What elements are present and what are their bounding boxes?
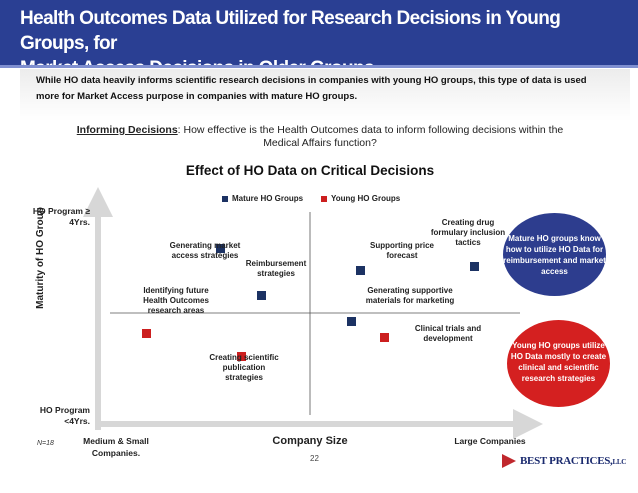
x-axis-title: Company Size xyxy=(272,435,348,447)
best-practices-logo: BEST PRACTICES,LLC xyxy=(502,452,632,470)
point-mature-formulary xyxy=(470,262,480,272)
point-mature-market-access xyxy=(216,244,226,254)
callout-mature-text: Mature HO groups know how to utilize HO … xyxy=(503,234,606,276)
page-number: 22 xyxy=(310,454,319,463)
callout-mature: Mature HO groups know how to utilize HO … xyxy=(503,213,606,296)
point-mature-reimbursement xyxy=(257,290,267,300)
label-price-forecast: Supporting price forecast xyxy=(370,241,434,260)
callout-young-text: Young HO groups utilize HO Data mostly t… xyxy=(510,341,607,383)
chart-title: Effect of HO Data on Critical Decisions xyxy=(185,163,435,178)
y-axis-title: Maturity of HO Group xyxy=(35,207,46,309)
logo-text: BEST PRACTICES,LLC xyxy=(520,455,626,467)
x-tick-low: Medium & Small Companies. xyxy=(83,436,149,458)
legend-mature-label: Mature HO Groups xyxy=(232,194,304,203)
legend-mature: Mature HO Groups xyxy=(222,194,303,203)
point-young-future-research xyxy=(142,329,152,339)
point-young-publication xyxy=(236,351,246,361)
title-line-1: Health Outcomes Data Utilized for Resear… xyxy=(20,8,561,54)
subtitle: While HO data heavily informs scientific… xyxy=(36,75,587,102)
legend-young-swatch xyxy=(321,195,327,202)
question-label: Informing Decisions xyxy=(76,124,178,136)
legend-young: Young HO Groups xyxy=(321,194,400,203)
legend-mature-swatch xyxy=(222,195,228,202)
y-tick-high: HO Program ≥ 4Yrs. xyxy=(32,206,90,227)
y-tick-low: HO Program <4Yrs. xyxy=(39,405,90,426)
label-marketing: Generating supportive materials for mark… xyxy=(365,286,455,305)
question: Informing Decisions: How effective is th… xyxy=(70,124,570,150)
logo-suffix: LLC xyxy=(612,458,627,466)
logo-arrow-icon xyxy=(502,454,516,468)
sample-size-label: N=18 xyxy=(37,440,54,447)
logo-name: BEST PRACTICES, xyxy=(520,455,613,467)
label-reimbursement: Reimbursement strategies xyxy=(245,259,307,278)
point-mature-marketing xyxy=(347,317,357,327)
label-publication: Creating scientific publication strategi… xyxy=(209,353,279,382)
label-clinical-trials: Clinical trials and development xyxy=(414,324,482,343)
question-text: : How effective is the Health Outcomes d… xyxy=(177,124,564,149)
x-tick-high: Large Companies xyxy=(454,436,526,446)
title-underline xyxy=(0,65,638,68)
legend-young-label: Young HO Groups xyxy=(331,194,401,203)
label-formulary: Creating drug formulary inclusion tactic… xyxy=(430,218,506,247)
label-market-access: Generating market access strategies xyxy=(169,241,241,260)
point-young-clinical-trials xyxy=(380,333,390,343)
label-future-research: Identifying future Health Outcomes resea… xyxy=(143,286,209,315)
title-bar xyxy=(0,0,638,65)
callout-young: Young HO groups utilize HO Data mostly t… xyxy=(507,320,610,407)
point-mature-price-forecast xyxy=(355,266,365,276)
subtitle-box xyxy=(20,69,630,121)
